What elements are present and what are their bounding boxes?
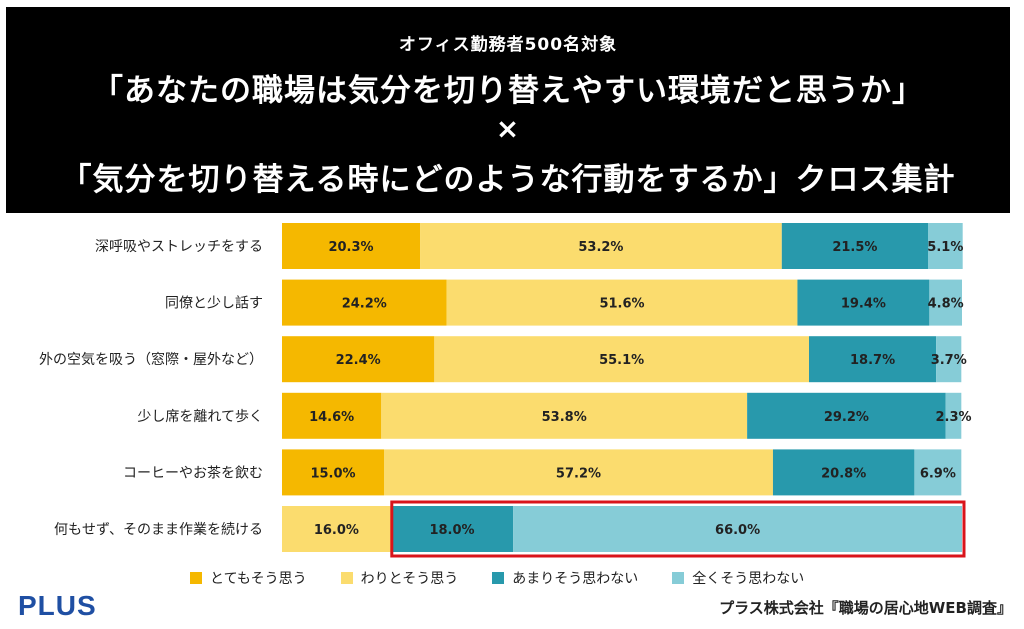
bar-segment xyxy=(446,279,798,326)
data-label: 66.0% xyxy=(715,523,760,538)
data-label: 2.3% xyxy=(935,410,971,425)
legend-item: 全くそう思わない xyxy=(672,568,804,588)
data-label: 55.1% xyxy=(599,353,644,368)
legend-label: とてもそう思う xyxy=(210,571,307,587)
data-label: 3.7% xyxy=(931,353,967,368)
data-label: 18.7% xyxy=(850,353,895,368)
bar-segment xyxy=(929,279,962,326)
highlight-box xyxy=(390,500,966,558)
data-label: 29.2% xyxy=(824,410,869,425)
chart-legend: とてもそう思う わりとそう思う あまりそう思わない 全くそう思わない xyxy=(190,567,838,589)
bar-segment xyxy=(945,392,962,439)
legend-label: 全くそう思わない xyxy=(692,571,805,587)
legend-item: わりとそう思う xyxy=(340,568,459,588)
bar-segment xyxy=(809,336,937,383)
category-label: コーヒーやお茶を飲む xyxy=(123,465,263,481)
bar-segment xyxy=(282,392,382,439)
legend-swatch xyxy=(190,572,202,584)
bar-segment xyxy=(781,223,928,269)
data-label: 53.8% xyxy=(542,410,587,425)
data-label: 15.0% xyxy=(310,466,355,481)
legend-item: とてもそう思う xyxy=(190,568,307,588)
category-label: 深呼吸やストレッチをする xyxy=(95,239,263,255)
bar-segment xyxy=(282,449,384,496)
category-label: 少し席を離れて歩く xyxy=(137,408,263,425)
bar-segment xyxy=(797,279,930,326)
bar-segment xyxy=(928,223,963,269)
legend-item: あまりそう思わない xyxy=(492,568,638,588)
data-label: 57.2% xyxy=(556,466,601,481)
data-label: 53.2% xyxy=(578,240,623,255)
data-label: 4.8% xyxy=(928,297,964,312)
data-label: 20.8% xyxy=(821,466,866,481)
category-label: 同僚と少し話す xyxy=(165,295,263,312)
bar-segment xyxy=(772,449,915,496)
bar-segment xyxy=(282,336,435,383)
bar-segment xyxy=(420,223,782,269)
bar-segment xyxy=(282,506,391,552)
category-label: 何もせず、そのまま作業を続ける xyxy=(54,521,263,538)
bar-segment xyxy=(282,279,447,326)
bar-segment xyxy=(513,506,962,552)
bar-segment xyxy=(434,336,809,383)
bar-segment xyxy=(747,392,946,439)
chart-title-line-2: 「気分を切り替える時にどのような行動をするか」クロス集計 xyxy=(60,162,956,198)
bar-segment xyxy=(381,392,748,439)
data-label: 18.0% xyxy=(429,523,474,538)
bar-segment xyxy=(390,506,514,552)
bar-segment xyxy=(914,449,962,496)
bar-segment xyxy=(282,223,421,269)
plus-logo: PLUS xyxy=(18,590,97,621)
legend-swatch xyxy=(492,572,505,584)
data-label: 24.2% xyxy=(342,297,387,312)
data-label: 16.0% xyxy=(314,523,359,538)
data-label: 6.9% xyxy=(920,466,956,481)
data-label: 22.4% xyxy=(336,353,381,368)
legend-label: わりとそう思う xyxy=(360,571,459,587)
legend-swatch xyxy=(340,572,353,584)
data-label: 19.4% xyxy=(841,297,886,312)
data-label: 5.1% xyxy=(927,240,963,255)
data-label: 21.5% xyxy=(832,240,877,255)
category-label: 外の空気を吸う（窓際・屋外など） xyxy=(39,351,263,368)
data-label: 51.6% xyxy=(599,297,644,312)
bar-segment xyxy=(384,449,773,496)
source-note: プラス株式会社『職場の居心地WEB調査』 xyxy=(719,599,1012,617)
data-label: 20.3% xyxy=(328,240,373,255)
legend-swatch xyxy=(672,572,685,584)
chart-title-line-1: 「あなたの職場は気分を切り替えやすい環境だと思うか」 xyxy=(92,73,924,109)
title-banner: オフィス勤務者500名対象 「あなたの職場は気分を切り替えやすい環境だと思うか」… xyxy=(6,7,1010,213)
bar-segment xyxy=(936,336,962,383)
legend-label: あまりそう思わない xyxy=(512,571,639,587)
chart-subtitle: オフィス勤務者500名対象 xyxy=(398,35,618,55)
chart-title-times: × xyxy=(495,112,521,145)
data-label: 14.6% xyxy=(309,410,354,425)
